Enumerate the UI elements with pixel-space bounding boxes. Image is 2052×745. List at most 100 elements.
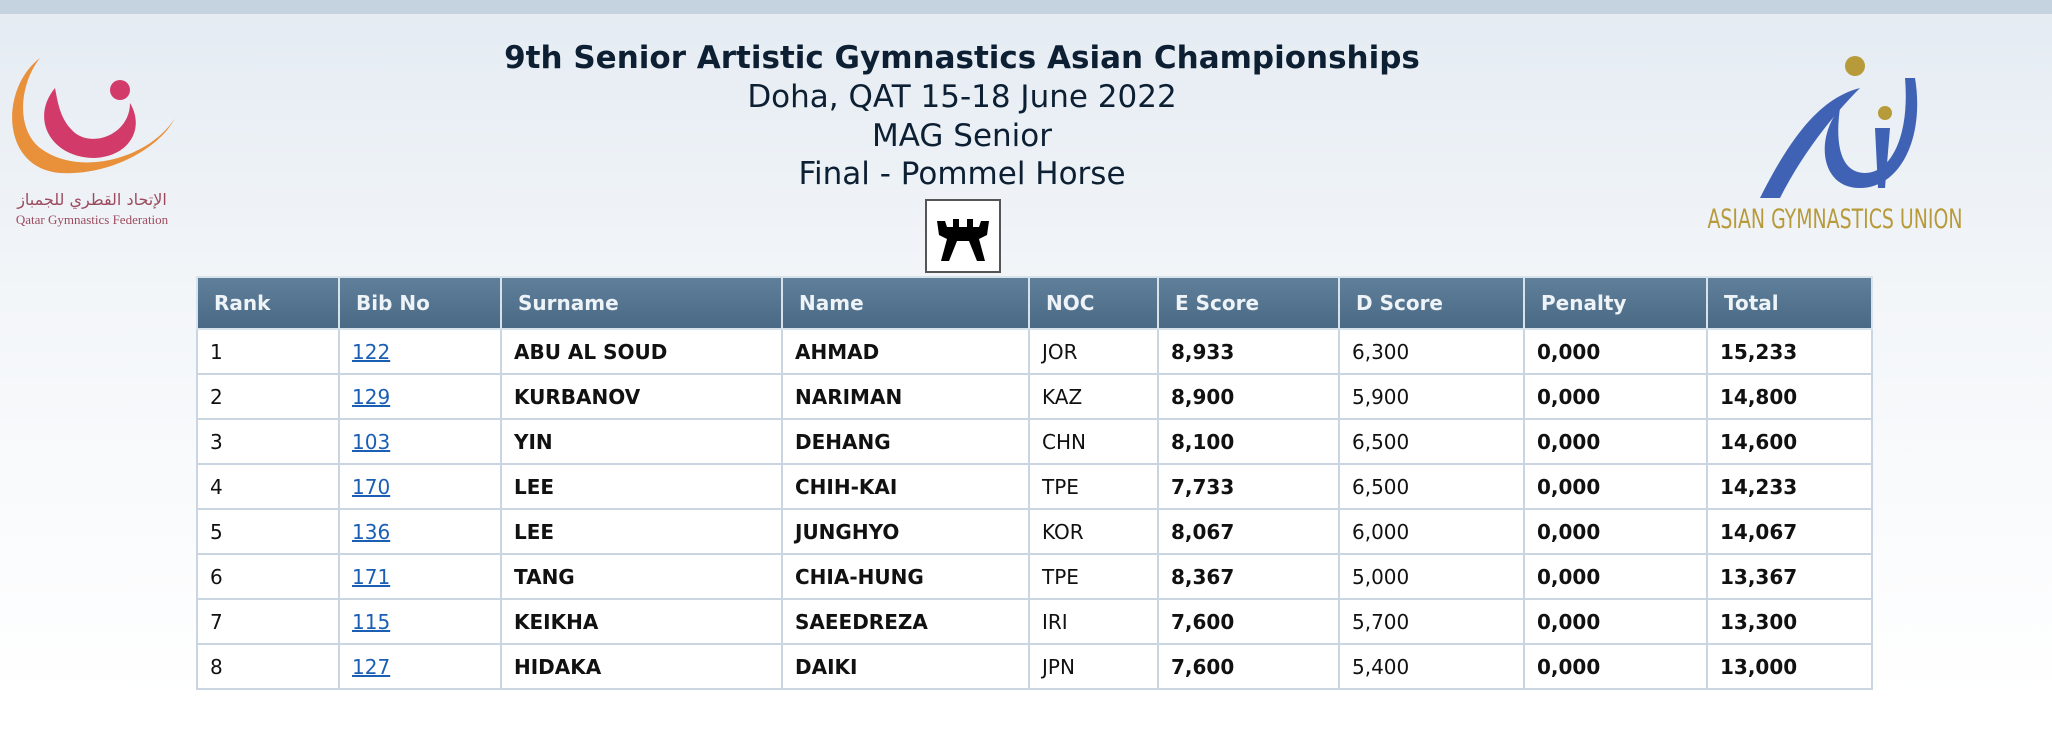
cell: JOR	[1028, 328, 1159, 375]
cell: CHIA-HUNG	[781, 553, 1030, 600]
cell: 5,000	[1338, 553, 1525, 600]
cell: 6,500	[1338, 418, 1525, 465]
cell: 15,233	[1706, 328, 1873, 375]
cell: HIDAKA	[500, 643, 783, 690]
cell: JUNGHYO	[781, 508, 1030, 555]
logo-text: Qatar Gymnastics Federation	[16, 212, 169, 227]
result-row: 4 170 LEE CHIH-KAI TPE 7,733 6,500 0,000 14,233	[196, 463, 1873, 510]
cell: 14,800	[1706, 373, 1873, 420]
cell: 6,000	[1338, 508, 1525, 555]
cell: TPE	[1028, 553, 1159, 600]
logo-arabic: الإتحاد القطري للجمباز	[16, 190, 167, 210]
cell: 13,300	[1706, 598, 1873, 645]
cell: 1	[196, 328, 340, 375]
cell: SAEEDREZA	[781, 598, 1030, 645]
subtitle: Final - Pommel Horse	[798, 156, 1126, 192]
cell: 127	[338, 643, 502, 690]
cell: 171	[338, 553, 502, 600]
cell: ABU AL SOUD	[500, 328, 783, 375]
cell: 103	[338, 418, 502, 465]
cell: 8,900	[1157, 373, 1340, 420]
cell: TPE	[1028, 463, 1159, 510]
cell: NARIMAN	[781, 373, 1030, 420]
cell: LEE	[500, 463, 783, 510]
bib-link[interactable]: 127	[352, 654, 391, 679]
cell: 0,000	[1523, 553, 1708, 600]
cell: 0,000	[1523, 418, 1708, 465]
apparatus-icon	[925, 199, 1001, 273]
cell: YIN	[500, 418, 783, 465]
cell: 0,000	[1523, 328, 1708, 375]
result-row: 6 171 TANG CHIA-HUNG TPE 8,367 5,000 0,000 13,36…	[196, 553, 1873, 600]
cell: 122	[338, 328, 502, 375]
column-header: Bib No	[338, 276, 502, 330]
cell: JPN	[1028, 643, 1159, 690]
result-row: 5 136 LEE JUNGHYO KOR 8,067 6,000 0,000 14,067	[196, 508, 1873, 555]
bib-link[interactable]: 122	[352, 339, 391, 364]
cell: CHN	[1028, 418, 1159, 465]
column-header: NOC	[1028, 276, 1159, 330]
subtitle: Doha, QAT 15-18 June 2022	[747, 79, 1177, 115]
cell: 170	[338, 463, 502, 510]
result-row: 1 122 ABU AL SOUD AHMAD JOR 8,933 6,300 0,000 15…	[196, 328, 1873, 375]
cell: KURBANOV	[500, 373, 783, 420]
top-bar	[0, 0, 2052, 14]
cell: 8	[196, 643, 340, 690]
cell: AHMAD	[781, 328, 1030, 375]
cell: 129	[338, 373, 502, 420]
column-header: Total	[1706, 276, 1873, 330]
bib-link[interactable]: 136	[352, 519, 391, 544]
cell: 13,367	[1706, 553, 1873, 600]
bib-link[interactable]: 115	[352, 609, 391, 634]
column-header: Penalty	[1523, 276, 1708, 330]
cell: 3	[196, 418, 340, 465]
result-row: 3 103 YIN DEHANG CHN 8,100 6,500 0,000 14,600	[196, 418, 1873, 465]
column-header: E Score	[1157, 276, 1340, 330]
logo-text: ASIAN GYMNASTICS UNION	[1708, 204, 1963, 235]
cell: 0,000	[1523, 463, 1708, 510]
column-header: D Score	[1338, 276, 1525, 330]
qatar-logo: الإتحاد القطري للجمباز Qatar Gymnastics …	[12, 58, 175, 227]
result-row: 7 115 KEIKHA SAEEDREZA IRI 7,600 5,700 0,000 13,…	[196, 598, 1873, 645]
cell: 6,300	[1338, 328, 1525, 375]
cell: 0,000	[1523, 643, 1708, 690]
cell: 7,733	[1157, 463, 1340, 510]
cell: 14,233	[1706, 463, 1873, 510]
cell: 4	[196, 463, 340, 510]
cell: 5	[196, 508, 340, 555]
cell: 13,000	[1706, 643, 1873, 690]
cell: 7,600	[1157, 643, 1340, 690]
cell: KEIKHA	[500, 598, 783, 645]
cell: 14,600	[1706, 418, 1873, 465]
cell: DAIKI	[781, 643, 1030, 690]
bib-link[interactable]: 170	[352, 474, 391, 499]
cell: 8,933	[1157, 328, 1340, 375]
cell: 0,000	[1523, 373, 1708, 420]
bib-link[interactable]: 103	[352, 429, 391, 454]
cell: 6,500	[1338, 463, 1525, 510]
cell: 6	[196, 553, 340, 600]
agu-logo: ASIAN GYMNASTICS UNION	[1708, 56, 1963, 235]
cell: 5,900	[1338, 373, 1525, 420]
cell: 14,067	[1706, 508, 1873, 555]
column-header: Name	[781, 276, 1030, 330]
cell: 5,700	[1338, 598, 1525, 645]
column-header: Rank	[196, 276, 340, 330]
cell: LEE	[500, 508, 783, 555]
results-table: Rank Bib No Surname Name NOC E Score D Score Pe…	[196, 276, 1873, 690]
cell: 8,367	[1157, 553, 1340, 600]
cell: IRI	[1028, 598, 1159, 645]
cell: CHIH-KAI	[781, 463, 1030, 510]
cell: 8,100	[1157, 418, 1340, 465]
cell: KOR	[1028, 508, 1159, 555]
cell: 5,400	[1338, 643, 1525, 690]
column-header: Surname	[500, 276, 783, 330]
cell: 7,600	[1157, 598, 1340, 645]
bib-link[interactable]: 171	[352, 564, 391, 589]
cell: 136	[338, 508, 502, 555]
cell: 0,000	[1523, 508, 1708, 555]
bib-link[interactable]: 129	[352, 384, 391, 409]
cell: 2	[196, 373, 340, 420]
cell: TANG	[500, 553, 783, 600]
